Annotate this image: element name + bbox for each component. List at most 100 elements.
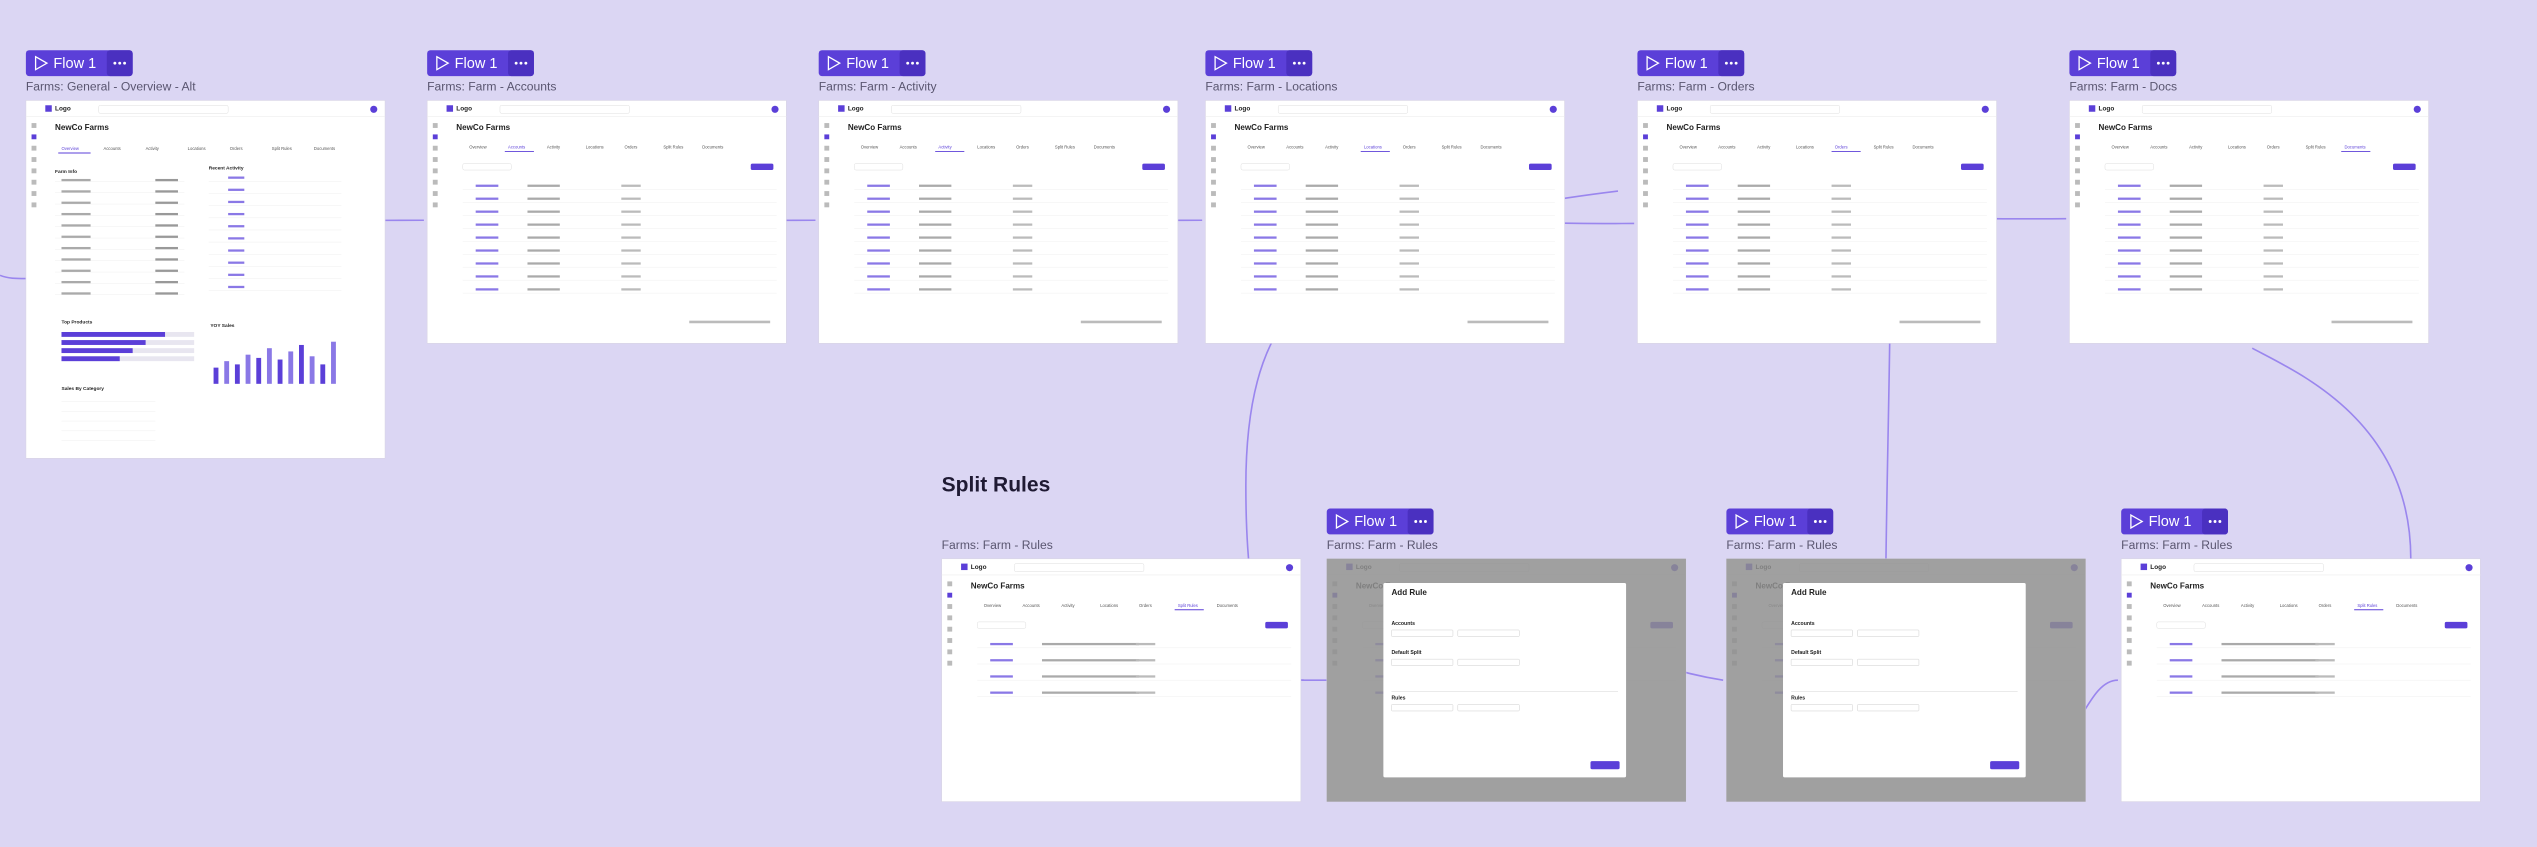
column: [224, 361, 230, 384]
flow-button[interactable]: [1637, 50, 1745, 77]
row-text: [2169, 249, 2203, 252]
flow-label: Flow 1: [1754, 514, 1797, 530]
row-text: [527, 184, 560, 187]
row-text: [1737, 262, 1771, 265]
panel-title: Top Products: [61, 320, 92, 326]
tab: Overview: [469, 144, 487, 149]
tab: Orders: [1139, 603, 1152, 608]
nav-icon: [824, 134, 830, 140]
row-text: [2169, 236, 2203, 239]
row-text: [1399, 197, 1419, 200]
play-icon: [1214, 55, 1228, 71]
flow-button[interactable]: [1326, 508, 1434, 535]
nav-icon: [2126, 649, 2132, 655]
input: [1857, 629, 1920, 637]
frame-title: Farms: Farm - Rules: [1327, 538, 1438, 552]
row-text: [1399, 223, 1419, 226]
flow-button[interactable]: [25, 50, 133, 77]
row-text: [2263, 184, 2283, 187]
logo: Logo: [2099, 106, 2115, 113]
row-text: [1737, 184, 1771, 187]
nav-icon: [2075, 134, 2080, 140]
flow-label: Flow 1: [1233, 56, 1276, 72]
nav-icon: [2075, 157, 2080, 162]
row-text: [2315, 691, 2335, 694]
row-text: [1305, 249, 1339, 252]
row-text: [2221, 642, 2319, 646]
save-button[interactable]: [1590, 761, 1620, 770]
nav-icon: [1643, 168, 1648, 174]
nav-icon: [1643, 191, 1648, 196]
tab: Documents: [1912, 144, 1933, 149]
tab: Orders: [2267, 144, 2280, 149]
row-link: [475, 275, 499, 278]
tab: Split Rules: [272, 146, 292, 151]
row-text: [1041, 642, 1140, 646]
primary-button: [750, 163, 774, 171]
row-text: [155, 178, 178, 182]
tab: Activity: [2189, 144, 2203, 149]
flow-button[interactable]: [2069, 50, 2177, 77]
tab: Overview: [984, 603, 1002, 608]
column: [266, 348, 272, 384]
tab: Documents: [702, 144, 723, 149]
row-link: [228, 273, 245, 276]
row-text: [2221, 675, 2319, 678]
row-link: [867, 249, 890, 252]
row-text: [2263, 288, 2283, 291]
row-link: [990, 675, 1013, 678]
row-link: [228, 225, 245, 228]
frame-bg: [2069, 100, 2429, 344]
row-link: [2117, 288, 2141, 291]
row-text: [1012, 249, 1033, 252]
row-link: [1253, 184, 1277, 187]
row-link: [1685, 184, 1709, 187]
save-button[interactable]: [1990, 761, 2020, 770]
flow-button[interactable]: [1726, 508, 1834, 535]
bar: [61, 356, 120, 362]
bar: [61, 340, 146, 345]
column: [277, 359, 283, 384]
logo: Logo: [1667, 106, 1683, 113]
flow-button[interactable]: [2121, 508, 2228, 535]
row-link: [475, 184, 499, 187]
logo-icon: [45, 105, 52, 112]
row-text: [527, 210, 560, 213]
row-text: [1305, 223, 1339, 226]
nav-icon: [824, 157, 830, 162]
flow-label: Flow 1: [846, 56, 889, 72]
nav-icon: [31, 191, 37, 196]
menu-dot: [1292, 61, 1296, 65]
row-text: [155, 292, 178, 295]
row-link: [2117, 275, 2141, 278]
nav-icon: [2126, 581, 2132, 587]
tab: Activity: [1757, 144, 1771, 149]
flow-button[interactable]: [818, 50, 926, 77]
row-text: [1737, 288, 1771, 291]
tab: Documents: [2396, 603, 2417, 608]
row-link: [1685, 249, 1709, 252]
tab: Overview: [1247, 144, 1265, 149]
avatar: [2413, 105, 2421, 113]
row-text: [919, 288, 952, 291]
tab: Locations: [188, 146, 206, 151]
flow-button[interactable]: [1205, 50, 1313, 77]
tab: Split Rules: [1055, 144, 1075, 149]
menu-dot: [514, 61, 518, 65]
row-link: [867, 184, 890, 187]
nav-icon: [432, 191, 438, 196]
primary-button: [2392, 163, 2416, 171]
dialog-section: Rules: [1791, 695, 1805, 701]
row-text: [61, 178, 91, 182]
bar-track: [61, 356, 195, 362]
row-link: [2169, 659, 2193, 662]
row-text: [2221, 659, 2319, 662]
row-text: [1305, 236, 1339, 239]
play-icon: [2130, 513, 2144, 530]
row-link: [1685, 223, 1709, 226]
row-text: [919, 184, 952, 187]
flow-button[interactable]: [427, 50, 534, 77]
nav-icon: [2126, 592, 2132, 598]
row-text: [2221, 691, 2319, 694]
frame: Logo NewCo Farms Overview Accounts Activity L…: [2120, 558, 2481, 802]
